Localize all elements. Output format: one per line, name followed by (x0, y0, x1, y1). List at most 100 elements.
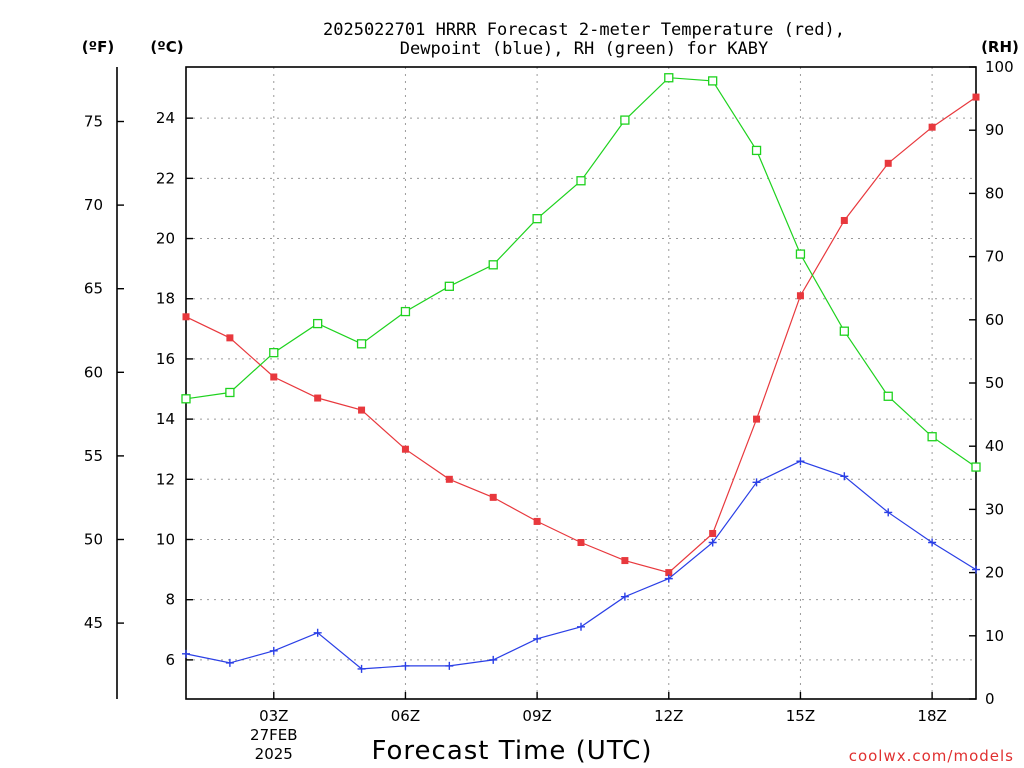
fahrenheit-tick-label: 65 (84, 280, 103, 298)
rh-tick-label: 20 (985, 564, 1004, 582)
rh-point (400, 306, 411, 317)
dewpoint-point (752, 478, 761, 487)
temperature-point (358, 406, 366, 414)
dewpoint-point (445, 661, 454, 670)
fahrenheit-tick-label: 60 (84, 363, 103, 381)
rh-tick-label: 60 (985, 311, 1004, 329)
rh-tick-label: 90 (985, 121, 1004, 139)
rh-tick-label: 0 (985, 690, 995, 708)
x-tick-label: 09Z (522, 707, 551, 725)
x-tick-label: 18Z (917, 707, 946, 725)
celsius-tick-label: 12 (156, 470, 175, 488)
rh-point (269, 348, 279, 358)
celsius-tick-label: 16 (156, 350, 175, 368)
x-date-label: 27FEB (250, 726, 297, 744)
temperature-point (489, 493, 497, 501)
dewpoint-point (928, 538, 937, 547)
fahrenheit-unit-label: (ºF) (82, 38, 114, 56)
rh-point (927, 432, 937, 442)
dewpoint-point (840, 472, 849, 481)
dewpoint-point (313, 628, 322, 637)
dewpoint-line (185, 460, 977, 670)
temperature-point (753, 415, 761, 423)
rh-point (488, 260, 498, 270)
rh-tick-label: 40 (985, 437, 1004, 455)
rh-tick-label: 10 (985, 627, 1004, 645)
x-tick-label: 12Z (654, 707, 683, 725)
rh-point (181, 394, 191, 404)
dewpoint-point (796, 457, 805, 466)
fahrenheit-tick-label: 70 (84, 196, 103, 214)
data-series (181, 73, 981, 673)
rh-point (971, 462, 981, 472)
rh-point (576, 176, 586, 186)
rh-tick-label: 70 (985, 248, 1004, 266)
celsius-tick-label: 18 (156, 290, 175, 308)
temperature-point (533, 517, 541, 525)
celsius-tick-label: 20 (156, 230, 175, 248)
dewpoint-point (577, 622, 585, 631)
rh-tick-label: 30 (985, 500, 1004, 518)
temperature-point (972, 93, 980, 101)
dewpoint-point (489, 655, 498, 664)
celsius-tick-label: 22 (156, 169, 175, 187)
rh-point (883, 391, 893, 401)
temperature-point (884, 159, 892, 167)
dewpoint-point (972, 565, 980, 574)
rh-point (839, 326, 849, 336)
x-tick-label: 06Z (391, 707, 420, 725)
dewpoint-point (182, 649, 190, 658)
fahrenheit-tick-label: 75 (84, 113, 103, 131)
rh-tick-label: 50 (985, 374, 1004, 392)
rh-unit-label: (RH) (981, 38, 1019, 56)
dewpoint-point (664, 574, 673, 583)
temperature-point (445, 475, 453, 483)
x-axis-label: Forecast Time (UTC) (371, 736, 652, 766)
rh-tick-label: 80 (985, 184, 1004, 202)
temperature-point (928, 123, 936, 131)
rh-point (751, 145, 762, 156)
temperature-point (621, 557, 629, 565)
rh-point (313, 318, 323, 329)
rh-tick-label: 100 (985, 58, 1014, 76)
temperature-point (226, 334, 234, 342)
dewpoint-point (884, 508, 893, 517)
rh-point (356, 339, 367, 349)
chart-title-line1: 2025022701 HRRR Forecast 2-meter Tempera… (323, 20, 845, 40)
temperature-point (401, 445, 409, 453)
grid-lines (186, 67, 976, 699)
fahrenheit-tick-label: 50 (84, 530, 103, 548)
rh-point (444, 281, 454, 291)
temperature-point (270, 373, 278, 381)
dewpoint-point (533, 634, 542, 643)
dewpoint-point (708, 538, 717, 547)
rh-point (532, 214, 542, 224)
dewpoint-point (401, 661, 410, 670)
x-tick-label: 15Z (786, 707, 815, 725)
fahrenheit-tick-label: 45 (84, 614, 103, 632)
x-tick-label: 03Z (259, 707, 288, 725)
rh-point (708, 76, 718, 86)
celsius-tick-label: 10 (156, 530, 175, 548)
celsius-tick-label: 6 (165, 651, 175, 669)
rh-point (620, 115, 630, 125)
x-year-label: 2025 (255, 745, 293, 763)
temperature-point (709, 529, 717, 537)
source-credit: coolwx.com/models (849, 747, 1014, 765)
temperature-point (314, 394, 322, 402)
plot-frame (185, 66, 977, 700)
celsius-unit-label: (ºC) (150, 38, 183, 56)
dewpoint-point (225, 658, 234, 667)
rh-point (795, 249, 806, 259)
temperature-line (185, 96, 977, 574)
chart-title-line2: Dewpoint (blue), RH (green) for KABY (400, 39, 768, 59)
dewpoint-point (269, 646, 278, 655)
rh-point (664, 73, 674, 83)
celsius-tick-label: 14 (156, 410, 175, 428)
temperature-point (182, 313, 190, 321)
dewpoint-point (620, 592, 629, 601)
temperature-point (840, 216, 848, 224)
rh-point (225, 387, 235, 398)
